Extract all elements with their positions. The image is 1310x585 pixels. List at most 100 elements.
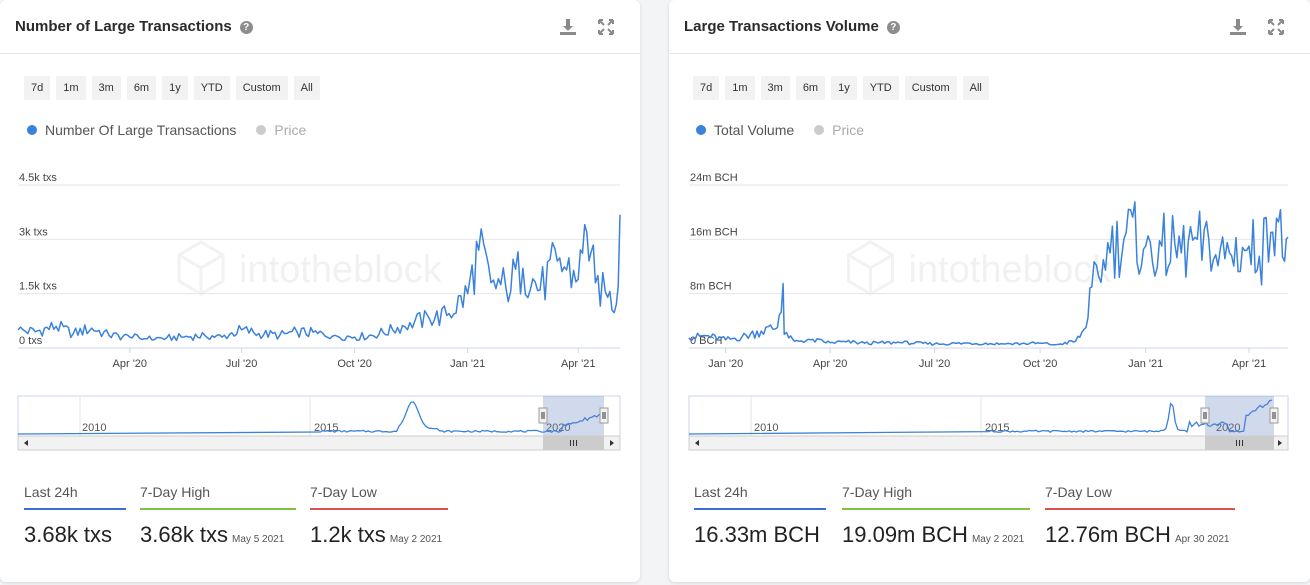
range-3m-button[interactable]: 3m (91, 76, 121, 100)
download-icon[interactable] (1228, 17, 1248, 37)
navigator-handle[interactable] (1269, 407, 1279, 424)
watermark: intotheblock (847, 240, 1113, 296)
fullscreen-icon[interactable] (1266, 17, 1286, 37)
x-tick-label: Apr '20 (813, 358, 848, 370)
range-selector: 7d 1m 3m 6m 1y YTD Custom All (693, 76, 989, 100)
stat-label: 7-Day High (842, 484, 1030, 510)
navigator-handle[interactable] (1200, 407, 1210, 424)
watermark: intotheblock (177, 240, 443, 296)
scroll-left-arrow[interactable] (695, 440, 699, 446)
card-header: Large Transactions Volume? (669, 0, 1310, 54)
large-transactions-count-card: Number of Large Transactions? 7d 1m 3m 6… (0, 0, 640, 582)
legend-dot (27, 125, 37, 135)
y-tick-label: 0 BCH (690, 335, 722, 347)
chart-legend: Number Of Large Transactions Price (27, 122, 306, 138)
navigator-series (688, 399, 1273, 435)
stat-date: Apr 30 2021 (1174, 534, 1230, 545)
navigator-label: 2010 (82, 422, 106, 434)
stat-last-24h: Last 24h 16.33m BCH (694, 484, 826, 548)
range-6m-button[interactable]: 6m (126, 76, 157, 100)
scroll-left-arrow[interactable] (24, 440, 28, 446)
stat-value: 3.68k txs May 5 2021 (140, 522, 285, 547)
stat-7day-low: 7-Day Low 1.2k txs May 2 2021 (310, 484, 448, 548)
x-tick-label: Jan '21 (1128, 358, 1163, 370)
fullscreen-icon[interactable] (596, 17, 616, 37)
range-1y-button[interactable]: 1y (162, 76, 188, 100)
help-icon[interactable]: ? (886, 21, 900, 34)
stat-value: 1.2k txs May 2 2021 (310, 522, 443, 547)
range-7d-button[interactable]: 7d (24, 76, 51, 100)
stat-value: 19.09m BCH May 2 2021 (842, 522, 1025, 547)
stat-label: 7-Day Low (1045, 484, 1235, 510)
legend-item-price[interactable]: Price (814, 122, 864, 138)
scroll-right-arrow[interactable] (1278, 440, 1282, 446)
stat-label: Last 24h (694, 484, 826, 510)
watermark-text: intotheblock (909, 249, 1113, 291)
stats-row: Last 24h 3.68k txs 7-Day High 3.68k txs M… (0, 484, 640, 554)
y-tick-label: 24m BCH (690, 172, 738, 184)
stat-label: Last 24h (24, 484, 126, 510)
legend-item-series[interactable]: Number Of Large Transactions (27, 122, 236, 138)
x-tick-label: Oct '20 (1023, 358, 1058, 370)
range-7d-button[interactable]: 7d (693, 76, 720, 100)
card-header: Number of Large Transactions? (0, 0, 640, 54)
x-tick-label: Oct '20 (337, 358, 372, 370)
stat-last-24h: Last 24h 3.68k txs (24, 484, 126, 548)
download-icon[interactable] (558, 17, 578, 37)
card-title: Number of Large Transactions? (15, 18, 253, 35)
x-tick-label: Jan '21 (450, 358, 485, 370)
stat-date: May 5 2021 (232, 534, 285, 545)
legend-item-series[interactable]: Total Volume (696, 122, 794, 138)
x-tick-label: Apr '21 (1232, 358, 1267, 370)
range-all-button[interactable]: All (293, 76, 320, 100)
stat-value: 16.33m BCH (694, 522, 820, 547)
y-tick-label: 8m BCH (690, 281, 732, 293)
stat-7day-high: 7-Day High 3.68k txs May 5 2021 (140, 484, 296, 548)
legend-item-price[interactable]: Price (256, 122, 306, 138)
scroll-right-arrow[interactable] (610, 440, 614, 446)
stat-value: 3.68k txs (24, 522, 113, 547)
range-1m-button[interactable]: 1m (725, 76, 755, 100)
legend-dot (256, 125, 267, 135)
stat-value: 12.76m BCH Apr 30 2021 (1045, 522, 1230, 547)
navigator-series (17, 401, 605, 435)
series-line (17, 214, 621, 342)
stat-label: 7-Day Low (310, 484, 448, 510)
navigator-handle[interactable] (538, 407, 548, 424)
range-ytd-button[interactable]: YTD (193, 76, 230, 100)
x-tick-label: Jul '20 (919, 358, 950, 370)
y-tick-label: 16m BCH (690, 226, 738, 238)
navigator-selection (1205, 396, 1274, 436)
y-tick-label: 3k txs (19, 226, 48, 238)
range-custom-button[interactable]: Custom (904, 76, 957, 100)
y-tick-label: 1.5k txs (19, 281, 57, 293)
x-tick-label: Jan '20 (708, 358, 743, 370)
x-tick-label: Jul '20 (226, 358, 257, 370)
stat-label: 7-Day High (140, 484, 296, 510)
legend-dot (696, 125, 706, 135)
range-3m-button[interactable]: 3m (760, 76, 790, 100)
range-1m-button[interactable]: 1m (56, 76, 86, 100)
chart-area: intotheblock 0 txs 1.5k txs 3k txs 4.5k txs A… (17, 172, 621, 451)
navigator-selection (543, 396, 604, 436)
range-selector: 7d 1m 3m 6m 1y YTD Custom All (24, 76, 320, 100)
range-6m-button[interactable]: 6m (795, 76, 826, 100)
watermark-logo (177, 240, 225, 296)
y-tick-label: 4.5k txs (19, 172, 57, 184)
chart-area: intotheblock 0 BCH 8m BCH 16m BCH 24m BCH Jan… (688, 172, 1289, 451)
stat-7day-high: 7-Day High 19.09m BCH May 2 2021 (842, 484, 1030, 548)
stat-date: May 2 2021 (971, 534, 1025, 545)
scrollbar-track (688, 435, 1289, 451)
range-ytd-button[interactable]: YTD (862, 76, 899, 100)
navigator (17, 395, 621, 437)
stats-row: Last 24h 16.33m BCH 7-Day High 19.09m BC… (669, 484, 1310, 554)
y-tick-label: 0 txs (19, 335, 43, 347)
stat-date: May 2 2021 (389, 534, 443, 545)
range-custom-button[interactable]: Custom (235, 76, 288, 100)
chart-legend: Total Volume Price (696, 122, 864, 138)
navigator-handle[interactable] (599, 407, 609, 424)
help-icon[interactable]: ? (239, 21, 253, 34)
watermark-text: intotheblock (239, 249, 443, 291)
range-1y-button[interactable]: 1y (831, 76, 857, 100)
range-all-button[interactable]: All (962, 76, 989, 100)
